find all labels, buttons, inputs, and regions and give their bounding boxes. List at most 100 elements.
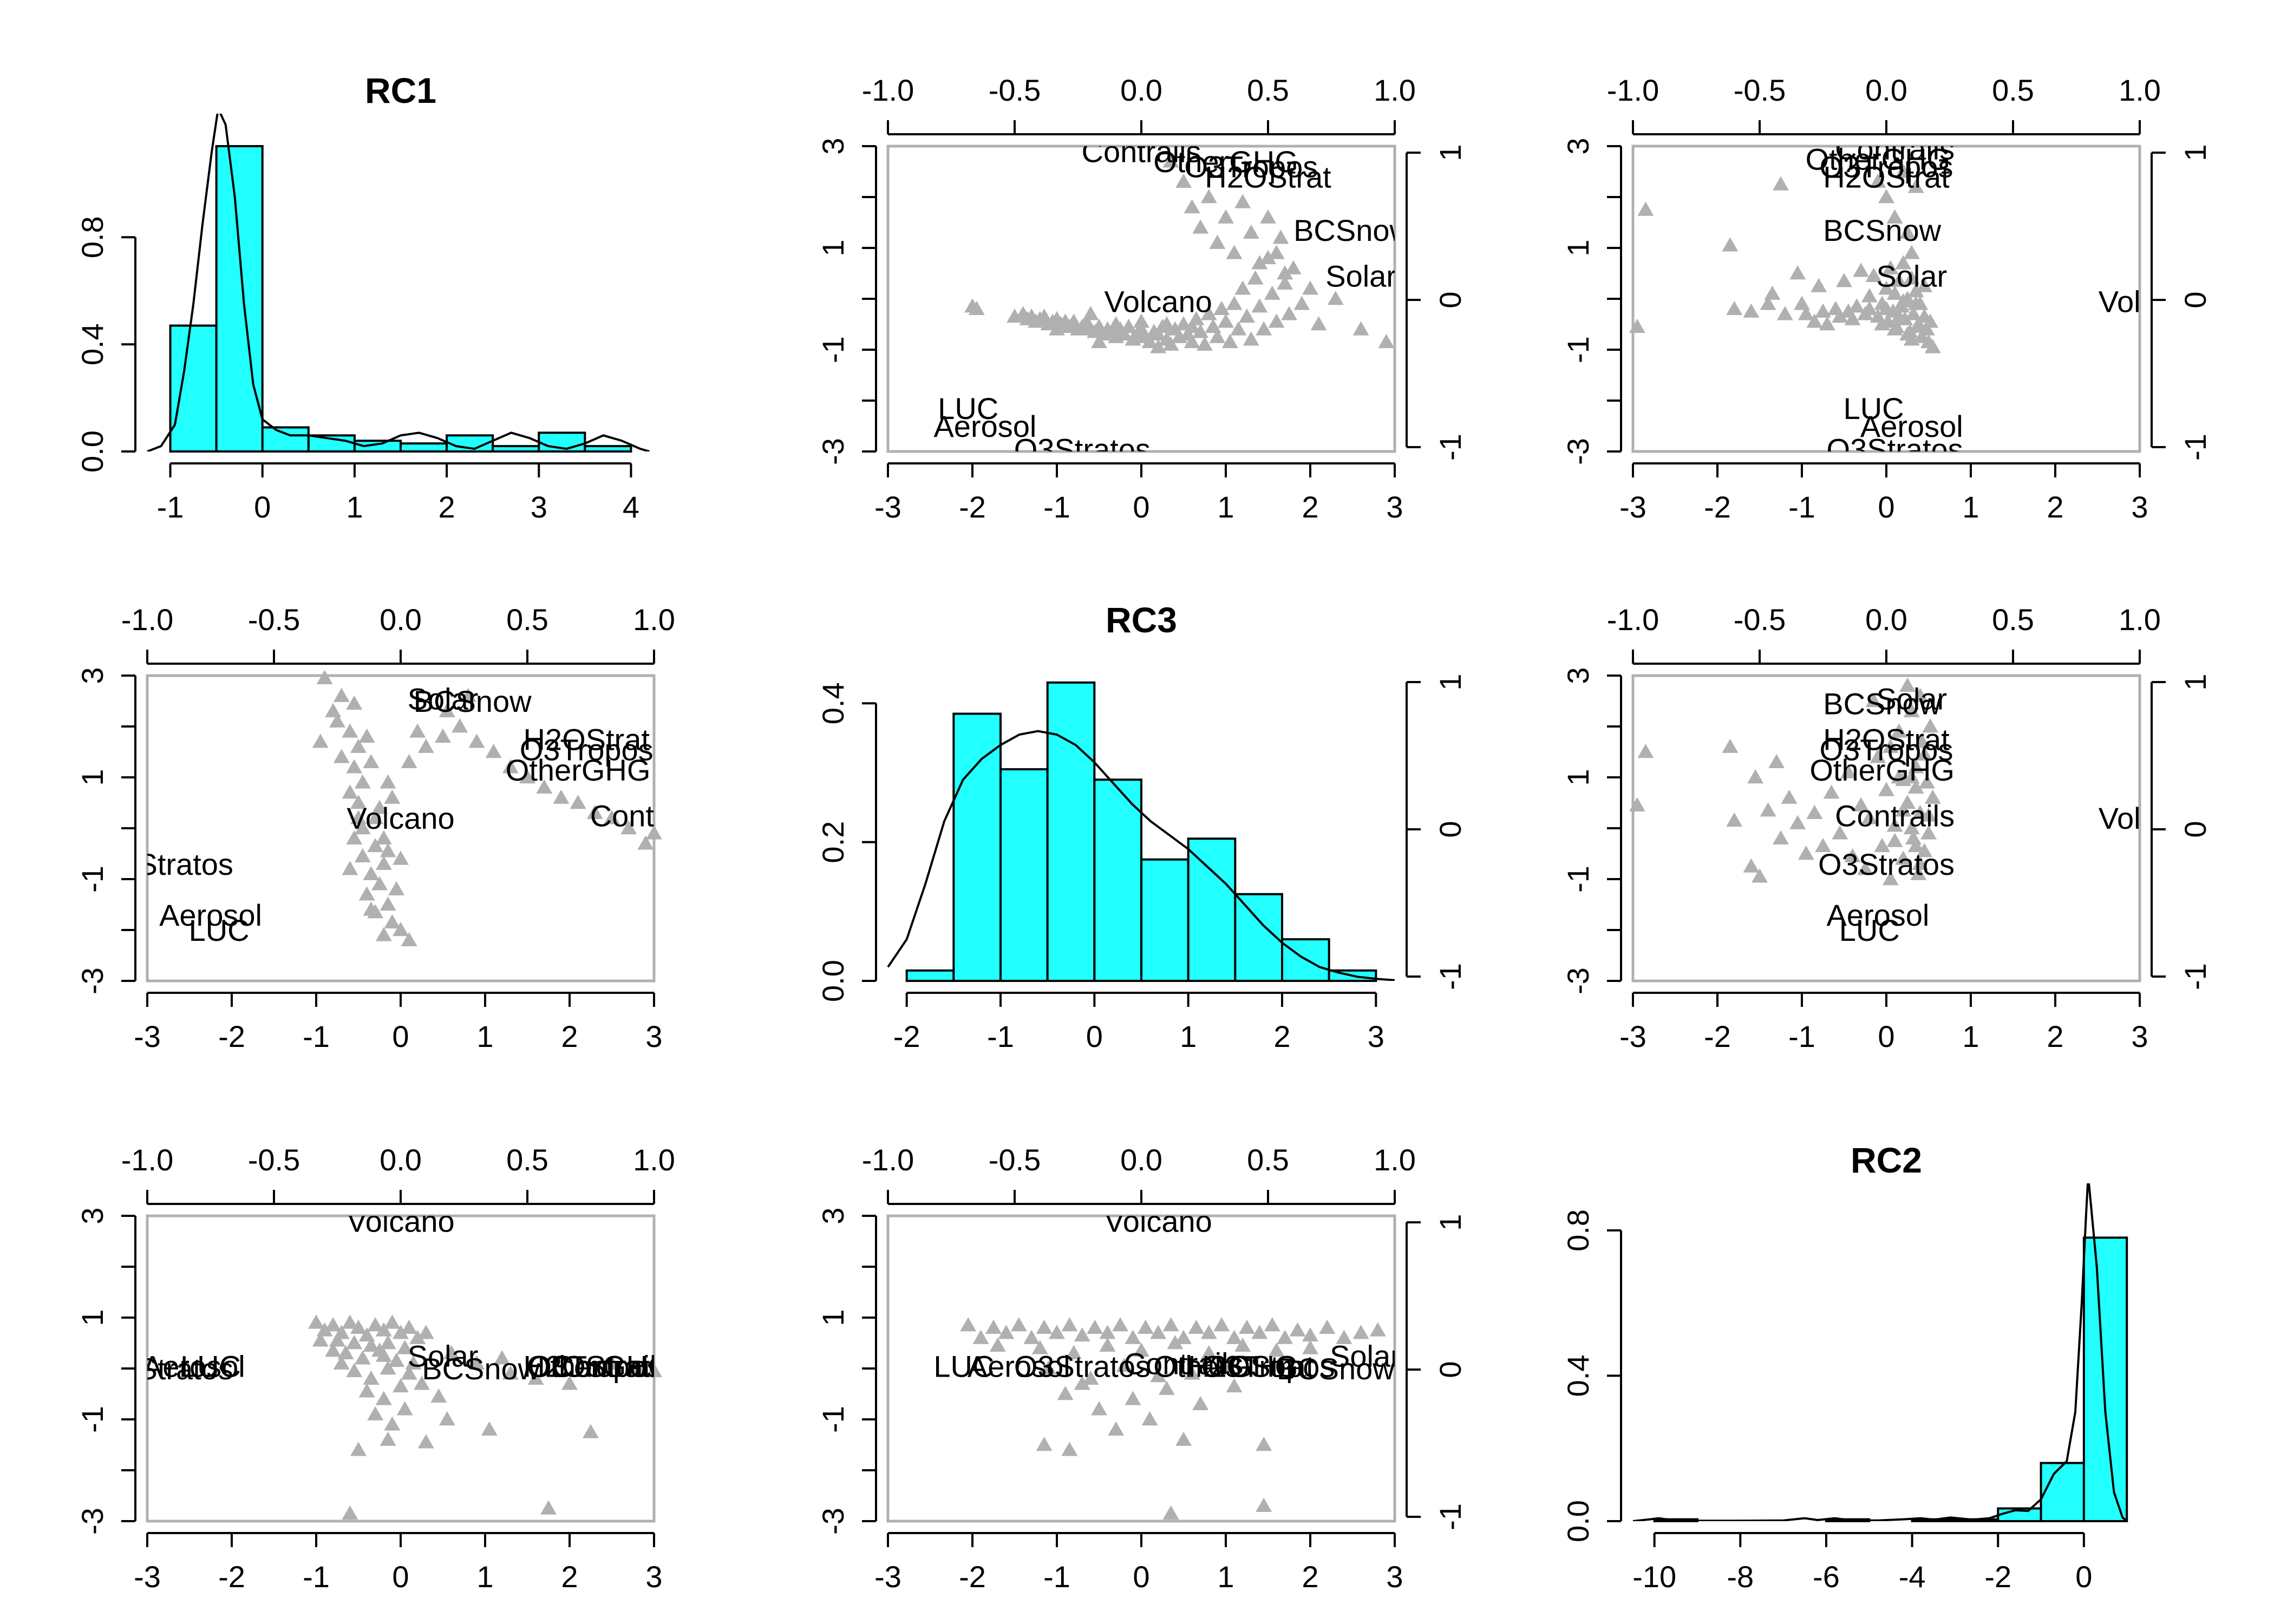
data-point [1133, 1343, 1149, 1357]
right-tick-label: 1 [1433, 673, 1467, 690]
x-tick-label: 0 [1133, 1560, 1149, 1594]
top-tick-label: 0.0 [380, 603, 422, 637]
x-tick-label: 2 [1302, 490, 1318, 524]
y-tick-label: 0.4 [75, 323, 109, 365]
data-point [1192, 324, 1209, 338]
x-tick-label: 2 [2047, 490, 2063, 524]
variable-label: Volcano [2099, 801, 2206, 835]
data-point [409, 723, 426, 738]
x-tick-label: -4 [1899, 1560, 1926, 1594]
data-point [1091, 1401, 1107, 1416]
x-tick-label: 1 [346, 490, 363, 524]
data-point [1844, 311, 1861, 325]
data-point [1853, 263, 1870, 277]
data-point [1886, 817, 1903, 832]
data-point [1141, 333, 1158, 349]
data-point [1891, 273, 1907, 287]
data-point [502, 1365, 519, 1380]
data-point [384, 1416, 401, 1431]
x-tick-label: -1 [1043, 1560, 1070, 1594]
variable-label: BCSnow [414, 684, 532, 718]
data-point [1230, 321, 1247, 336]
x-tick-label: -3 [1619, 490, 1646, 524]
data-point [561, 1376, 578, 1390]
x-tick-label: 2 [439, 490, 455, 524]
data-point [1819, 316, 1835, 331]
data-point [1823, 784, 1840, 799]
data-point [1162, 1317, 1179, 1332]
top-tick-label: -1.0 [862, 73, 914, 107]
data-point [1722, 738, 1739, 753]
data-point [388, 881, 405, 896]
variable-label: Solar [1325, 259, 1396, 293]
data-point [1916, 308, 1933, 323]
data-point [1874, 316, 1891, 331]
data-point [1150, 1368, 1167, 1383]
x-tick-label: 0 [254, 490, 271, 524]
data-point [1074, 1327, 1090, 1342]
data-point [363, 754, 380, 769]
data-point [380, 896, 396, 911]
data-point [1074, 1376, 1090, 1390]
data-point [1891, 308, 1907, 323]
data-point [350, 810, 367, 824]
scatter-panel-3-2: Volcano LUCAerosolO3StratosContrailsOther… [816, 1143, 1467, 1594]
data-point [586, 804, 603, 820]
data-point [1082, 1370, 1099, 1385]
variable-labels: Volcano SolarBCSnowH2OStratO3TroposOtherG… [147, 1216, 654, 1386]
right-tick-label: 0 [2178, 291, 2212, 308]
data-point [1336, 1330, 1352, 1344]
data-point [1878, 300, 1894, 316]
variable-label: Volcano [2099, 285, 2206, 319]
data-point [1789, 815, 1806, 829]
data-point [308, 1314, 324, 1329]
variable-label: BCSnow [1823, 687, 1941, 721]
variable-label: OtherGHG [1153, 1349, 1298, 1383]
data-point [1878, 280, 1894, 295]
right-tick-label: -1 [2178, 963, 2212, 990]
histogram-bar [999, 768, 1049, 982]
data-point [1747, 769, 1764, 784]
data-point [1907, 296, 1924, 310]
data-point [1764, 285, 1781, 300]
data-point [354, 1350, 371, 1365]
histogram-bar [1046, 681, 1096, 983]
data-point [989, 1337, 1006, 1352]
panel-title: RC1 [365, 70, 436, 110]
x-tick-label: -1 [303, 1560, 330, 1594]
data-point [1099, 1337, 1116, 1352]
data-point [443, 1345, 460, 1360]
data-point [1629, 318, 1645, 333]
histogram-panel-RC1: RC1 -1 0 1 2 3 4 0.0 0.4 0.8 [75, 70, 650, 524]
data-point [375, 927, 392, 941]
data-point [468, 1355, 485, 1370]
x-tick-label: -1 [157, 490, 184, 524]
density-curve [147, 114, 650, 451]
x-tick-label: 0 [2075, 1560, 2092, 1594]
variable-label: Contrails [1082, 134, 1201, 168]
data-point [325, 703, 342, 718]
right-tick-label: 1 [1433, 1214, 1467, 1230]
x-tick-label: 3 [1386, 490, 1403, 524]
data-point [367, 1317, 384, 1332]
data-point [1234, 194, 1251, 208]
histogram-panel-RC2: RC2 -10 -8 -6 -4 -2 0 0.0 0.4 0.8 [1561, 1140, 2128, 1594]
data-point [1760, 296, 1776, 310]
top-tick-label: -0.5 [248, 1143, 300, 1177]
data-point [1794, 296, 1810, 310]
data-point [409, 1330, 426, 1344]
data-point [1247, 270, 1264, 285]
top-tick-label: 0.0 [1865, 603, 1907, 637]
data-point [481, 1421, 498, 1436]
histogram-bar [1281, 938, 1330, 983]
panel-title: RC2 [1851, 1140, 1922, 1180]
variable-label: Aerosol [933, 409, 1036, 443]
data-point [1087, 1319, 1103, 1334]
y-tick-label: -3 [816, 438, 850, 465]
data-point [1773, 830, 1789, 845]
top-tick-label: -1.0 [1607, 603, 1659, 637]
data-point [1760, 802, 1776, 817]
data-point [1815, 303, 1831, 318]
histogram-bar [1234, 893, 1283, 982]
